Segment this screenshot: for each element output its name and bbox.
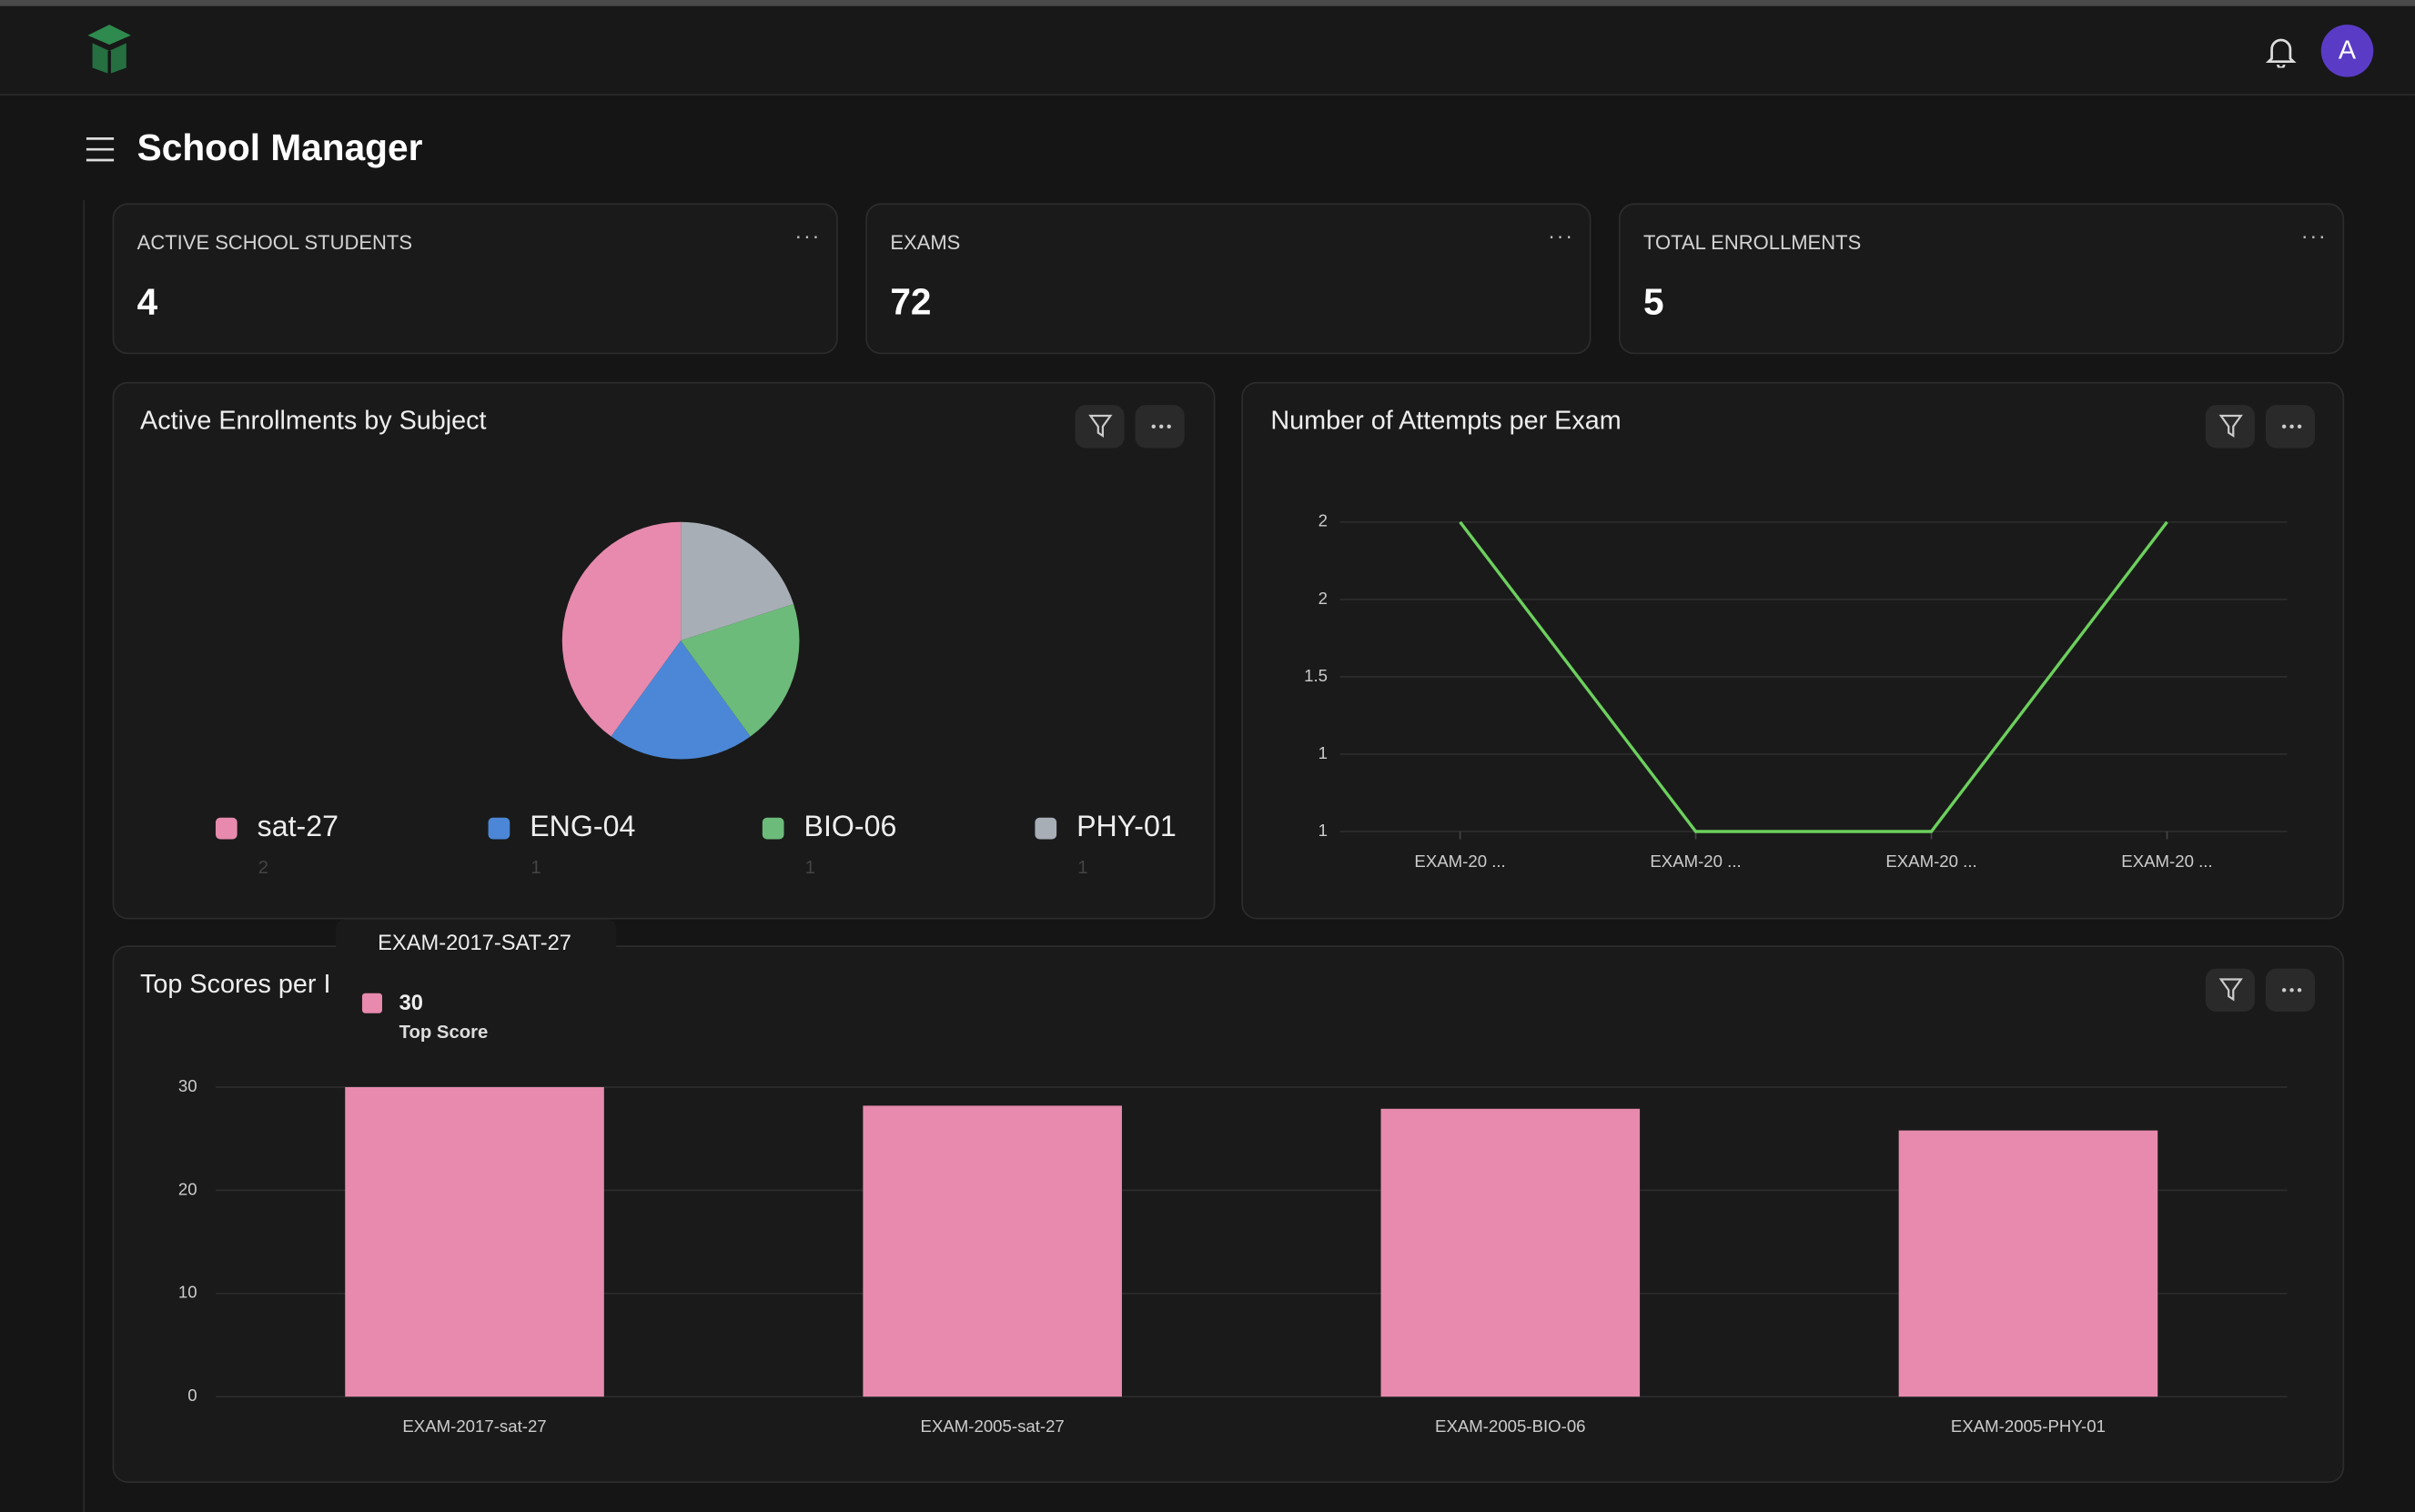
x-tick-label: EXAM-20 ... — [1650, 852, 1741, 871]
menu-button[interactable] — [86, 136, 115, 163]
legend-label: ENG-04 — [530, 810, 635, 842]
x-tick-label: EXAM-20 ... — [1414, 852, 1505, 871]
y-tick-label: 30 — [178, 1076, 197, 1095]
bar — [1380, 1108, 1641, 1397]
pie-slice — [681, 521, 794, 641]
chart-title: Top Scores per I — [140, 970, 330, 999]
legend-value: 2 — [258, 858, 268, 878]
pie-slice — [561, 521, 682, 737]
logo[interactable] — [83, 22, 136, 77]
legend-value: 1 — [1077, 858, 1087, 878]
y-tick-label: 2 — [1319, 511, 1328, 530]
y-tick-label: 1 — [1319, 743, 1328, 762]
more-button[interactable]: ··· — [794, 223, 822, 248]
tooltip-title: EXAM-2017-SAT-27 — [378, 932, 571, 955]
bar — [1898, 1130, 2158, 1397]
kpi-card: EXAMS 72 ··· — [865, 203, 1591, 355]
button-icons — [1088, 414, 2243, 1002]
chart-title: Number of Attempts per Exam — [1270, 406, 1621, 435]
x-tick-label: EXAM-2017-sat-27 — [402, 1416, 546, 1436]
bar — [345, 1086, 604, 1397]
kpi-value: 72 — [890, 281, 932, 324]
window-edge — [0, 0, 2415, 6]
more-button[interactable]: ··· — [2300, 223, 2328, 248]
legend-swatch — [488, 817, 510, 840]
line — [1459, 520, 2168, 833]
tooltip-swatch — [361, 993, 382, 1013]
x-tick-label: EXAM-2005-sat-27 — [921, 1416, 1065, 1436]
kpi-label: EXAMS — [890, 230, 961, 255]
x-tick-label: EXAM-20 ... — [1885, 852, 1976, 871]
user-avatar[interactable]: A — [2320, 25, 2374, 77]
tooltip-value: 30 — [399, 992, 423, 1015]
tooltip — [336, 919, 617, 1062]
button-icons — [1151, 424, 2302, 993]
bar — [863, 1105, 1122, 1397]
legend-label: sat-27 — [258, 810, 339, 842]
filter-button[interactable] — [1075, 405, 1125, 449]
kpi-card: ACTIVE SCHOOL STUDENTS 4 ··· — [112, 203, 838, 355]
header-bar — [0, 5, 2415, 96]
kpi-value: 4 — [136, 281, 158, 324]
y-tick-label: 0 — [187, 1386, 197, 1405]
pie-slice — [681, 603, 800, 737]
legend-swatch — [215, 817, 237, 840]
tooltip-series-name: Top Score — [399, 1023, 489, 1043]
legend-swatch — [1035, 817, 1057, 840]
kpi-card: TOTAL ENROLLMENTS 5 ··· — [1618, 203, 2345, 355]
page-title: School Manager — [136, 127, 423, 170]
filter-button[interactable] — [2205, 405, 2255, 449]
y-tick-label: 1.5 — [1304, 666, 1328, 685]
kpi-label: ACTIVE SCHOOL STUDENTS — [136, 230, 413, 255]
pie-slice — [611, 640, 751, 760]
y-tick-label: 20 — [178, 1179, 197, 1198]
legend-value: 1 — [530, 858, 541, 878]
chart-title: Active Enrollments by Subject — [140, 406, 487, 435]
y-tick-label: 1 — [1319, 821, 1328, 840]
legend-label: PHY-01 — [1076, 810, 1177, 842]
x-tick-label: EXAM-2005-PHY-01 — [1951, 1416, 2106, 1436]
x-tick-label: EXAM-20 ... — [2121, 852, 2212, 871]
legend-value: 1 — [805, 858, 815, 878]
filter-button[interactable] — [2205, 968, 2255, 1013]
legend-swatch — [762, 817, 784, 840]
kpi-label: TOTAL ENROLLMENTS — [1643, 230, 1862, 255]
chart-card — [1241, 381, 2345, 920]
notifications-bell[interactable] — [2264, 34, 2298, 68]
legend-label: BIO-06 — [804, 810, 897, 842]
more-button[interactable]: ··· — [1548, 223, 1574, 248]
divider — [83, 200, 86, 1512]
y-tick-label: 10 — [178, 1283, 197, 1302]
x-tick-label: EXAM-2005-BIO-06 — [1435, 1416, 1586, 1436]
kpi-value: 5 — [1643, 281, 1664, 324]
y-tick-label: 2 — [1319, 589, 1328, 608]
